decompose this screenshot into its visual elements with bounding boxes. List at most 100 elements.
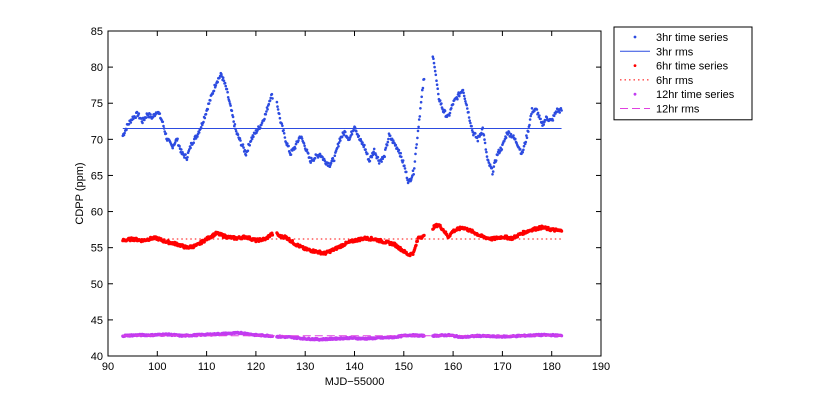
data-point	[507, 131, 511, 134]
data-point	[161, 120, 165, 124]
data-point	[328, 165, 332, 168]
data-point	[530, 107, 534, 110]
data-point	[448, 114, 451, 117]
data-point	[416, 129, 420, 133]
data-point	[444, 230, 448, 234]
plot-frame	[107, 30, 602, 357]
data-point	[252, 135, 255, 138]
data-point	[239, 139, 242, 142]
data-point	[397, 148, 401, 152]
data-point	[244, 154, 248, 157]
data-point	[368, 159, 372, 163]
data-point	[288, 151, 292, 154]
data-point	[276, 108, 280, 111]
x-tick-label: 170	[493, 361, 511, 373]
data-point	[487, 161, 491, 164]
data-point	[415, 143, 419, 146]
data-point	[243, 148, 247, 152]
data-point	[394, 143, 398, 147]
data-point	[380, 160, 383, 163]
data-point	[372, 147, 376, 151]
data-point	[305, 148, 309, 152]
data-point	[413, 160, 417, 163]
data-point	[415, 239, 419, 243]
data-point	[440, 102, 443, 105]
data-point	[264, 113, 268, 116]
data-point	[466, 107, 469, 110]
data-point	[388, 134, 392, 137]
x-tick-label: 120	[247, 361, 265, 373]
data-point	[228, 100, 231, 103]
data-point	[214, 84, 218, 87]
data-point	[521, 150, 524, 154]
data-point	[141, 121, 144, 125]
data-point	[467, 110, 470, 114]
data-point	[544, 119, 547, 122]
data-point	[270, 233, 275, 237]
data-point	[265, 110, 268, 113]
legend-box	[613, 26, 753, 121]
data-point	[431, 55, 435, 58]
data-point	[297, 139, 300, 142]
data-point	[267, 102, 271, 106]
data-point	[278, 116, 282, 120]
data-point	[436, 87, 440, 90]
data-point	[158, 112, 162, 115]
data-point	[331, 156, 335, 160]
data-point	[432, 61, 436, 65]
data-point	[283, 136, 287, 139]
data-point	[528, 118, 532, 121]
data-point	[290, 239, 294, 243]
legend-label: 6hr time series	[656, 61, 729, 73]
data-point	[433, 69, 437, 73]
data-point	[209, 99, 212, 102]
data-point	[468, 119, 472, 122]
data-point	[512, 134, 515, 137]
data-point	[514, 137, 517, 141]
data-point	[483, 141, 487, 145]
data-point	[421, 86, 425, 90]
data-point	[559, 107, 563, 110]
data-point	[467, 116, 471, 119]
data-point	[364, 148, 367, 151]
data-point	[137, 112, 141, 115]
data-point	[527, 130, 530, 133]
data-point	[271, 97, 274, 100]
data-point	[485, 155, 489, 158]
data-point	[462, 94, 466, 98]
data-point	[287, 144, 290, 148]
data-point	[528, 123, 531, 127]
data-point	[355, 129, 358, 133]
legend-item: 12hr rms	[620, 104, 700, 116]
data-point	[463, 97, 467, 100]
data-point	[462, 91, 465, 95]
data-point	[231, 115, 235, 119]
legend-item: 3hr rms	[620, 46, 694, 58]
data-point	[129, 121, 133, 124]
data-point	[196, 135, 199, 138]
data-point	[223, 81, 227, 85]
data-point	[233, 123, 237, 126]
data-point	[216, 80, 219, 84]
x-tick-label: 100	[148, 361, 166, 373]
data-point	[132, 117, 135, 121]
data-point	[222, 79, 226, 82]
legend-label: 3hr rms	[656, 46, 694, 58]
data-point	[185, 158, 189, 162]
data-point	[416, 136, 419, 140]
data-point	[333, 154, 337, 157]
y-tick-label: 40	[91, 351, 103, 363]
data-point	[143, 118, 146, 122]
x-tick-label: 130	[296, 361, 314, 373]
data-point	[417, 118, 421, 121]
data-point	[122, 133, 126, 137]
data-point	[502, 140, 506, 143]
legend-item: 6hr rms	[620, 75, 694, 87]
data-point	[465, 103, 469, 107]
series-6hr-time-series	[121, 222, 564, 258]
data-point	[413, 167, 416, 170]
data-point	[399, 151, 403, 155]
data-point	[144, 116, 148, 119]
data-point	[519, 148, 522, 151]
data-point	[203, 116, 207, 120]
